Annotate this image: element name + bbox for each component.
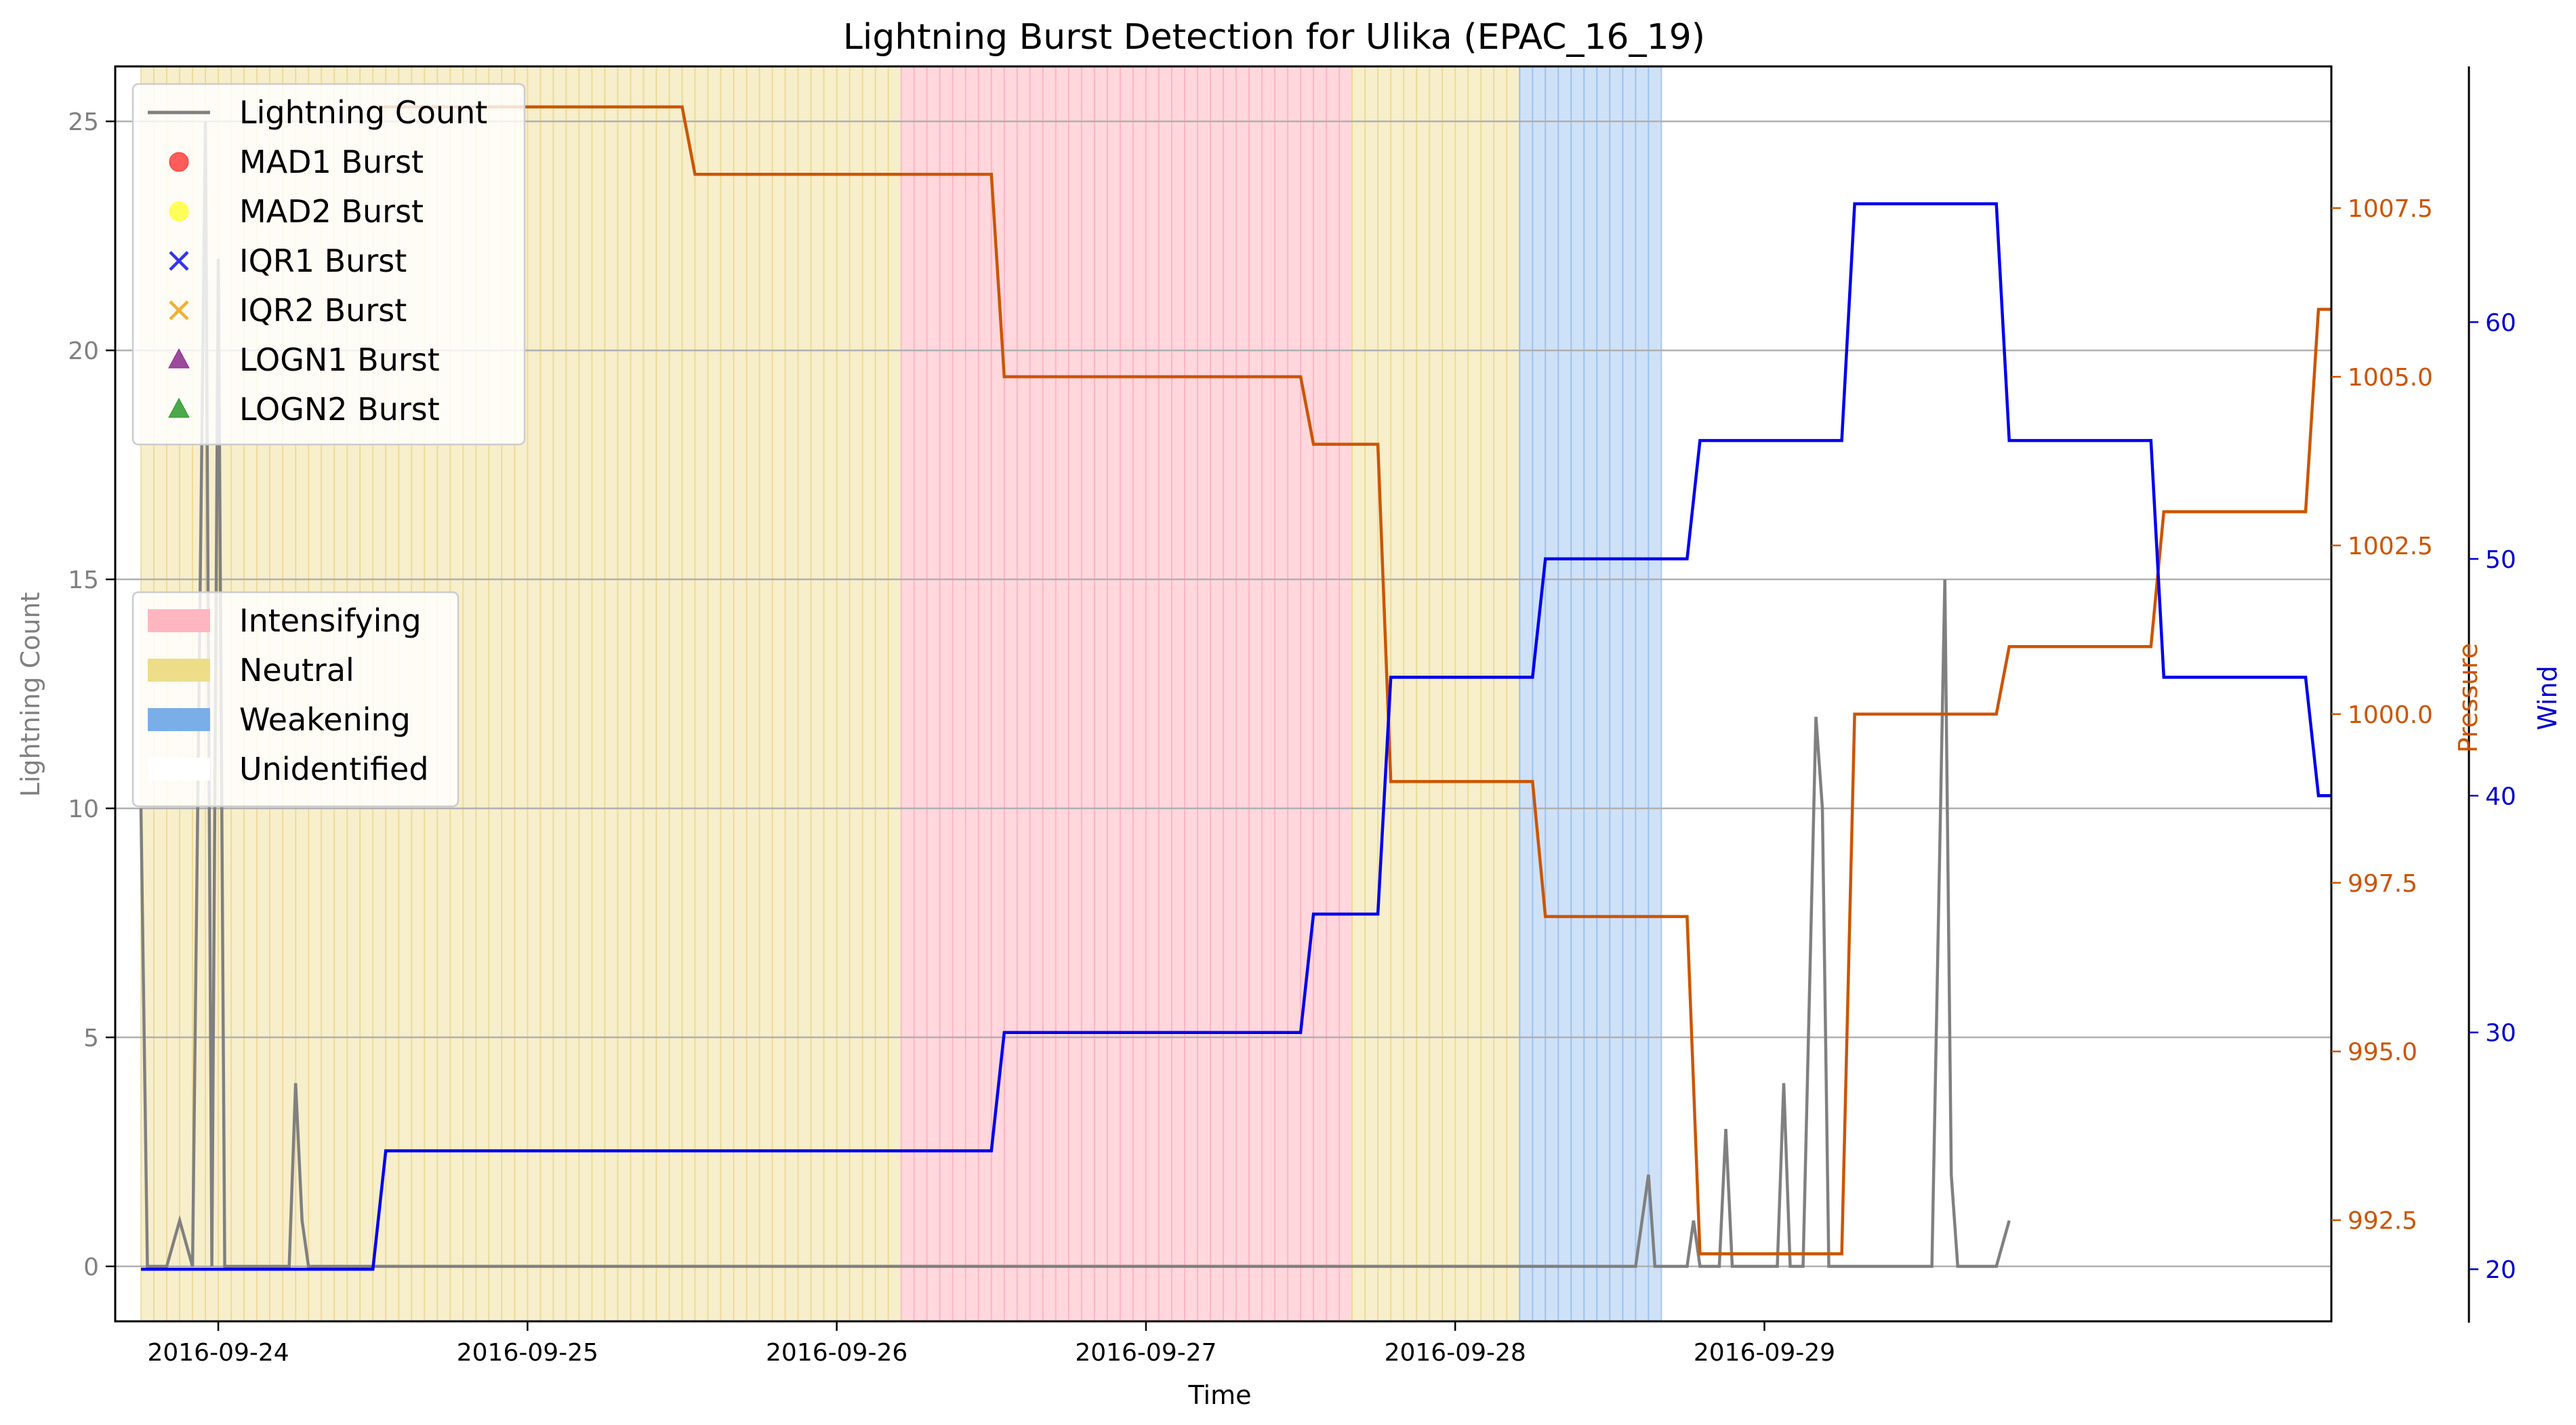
wind-tick-label-20: 20	[2485, 1256, 2516, 1284]
axes: 2016-09-24 2016-09-25 2016-09-26 2016-09-27…	[68, 66, 2516, 1367]
plot-frame	[114, 65, 2333, 1323]
lightning-tick-label-15: 15	[68, 566, 99, 594]
legend-label: LOGN1 Burst	[239, 342, 440, 378]
y-axis-label-pressure: Pressure	[2453, 643, 2483, 753]
legend-label: MAD2 Burst	[239, 193, 424, 230]
legend-label: LOGN2 Burst	[239, 391, 440, 428]
legend-phase-weakening: Weakening	[148, 701, 411, 738]
x-axis-label: Time	[1188, 1380, 1252, 1410]
series-lines	[139, 105, 2331, 1271]
x-tick-label-2016-09-29: 2016-09-29	[1694, 1339, 1835, 1367]
phase-band-intensifying	[901, 66, 1353, 1321]
x-tick-label-2016-09-24: 2016-09-24	[147, 1339, 289, 1367]
pressure-tick-label-997.5: 997.5	[2348, 870, 2417, 898]
phase-stripes-1	[900, 66, 1341, 1321]
legend-triangle-marker	[168, 348, 190, 369]
legend-label: IQR1 Burst	[239, 243, 407, 279]
y-axis-label-wind: Wind	[2533, 665, 2562, 730]
x-tick-label-2016-09-25: 2016-09-25	[457, 1339, 598, 1367]
legend-label: MAD1 Burst	[239, 144, 424, 180]
lightning-tick-label-25: 25	[68, 108, 99, 136]
legend-phase-swatch	[148, 708, 210, 731]
pressure-tick-label-1002.5: 1002.5	[2348, 533, 2433, 560]
legend-label: Weakening	[239, 701, 411, 738]
wind-line	[141, 202, 2331, 1271]
y-axis-label-lightning: Lightning Count	[16, 592, 45, 798]
phase-band-neutral	[1352, 66, 1520, 1321]
legend-label: Lightning Count	[239, 94, 487, 131]
pressure-tick-label-1005.0: 1005.0	[2348, 364, 2433, 392]
lightning-tick-label-5: 5	[83, 1025, 99, 1052]
legend-label: Intensifying	[239, 602, 422, 639]
phase-band-weakening	[1519, 66, 1662, 1321]
legend-entry-mad2-burst: MAD2 Burst	[169, 193, 424, 230]
legend-cross-marker	[169, 251, 189, 271]
legend-label: Neutral	[239, 652, 354, 688]
legend-phase-unidentified: Unidentified	[148, 751, 429, 787]
pressure-tick-label-995.0: 995.0	[2348, 1039, 2417, 1067]
pressure-tick-label-1007.5: 1007.5	[2348, 195, 2433, 223]
legend-entry-logn1-burst: LOGN1 Burst	[168, 342, 440, 378]
pressure-tick-label-1000.0: 1000.0	[2348, 701, 2433, 729]
legend-triangle-marker	[168, 397, 190, 418]
lightning-tick-label-10: 10	[68, 796, 99, 823]
legend-circle-marker	[169, 152, 189, 172]
lightning-count-line	[139, 121, 2011, 1268]
legend-circle-marker	[169, 201, 189, 222]
wind-tick-label-30: 30	[2485, 1020, 2516, 1048]
legend-phase-intensifying: Intensifying	[148, 602, 422, 639]
legend-phase-swatch	[148, 659, 210, 682]
lightning-tick-label-0: 0	[83, 1254, 99, 1281]
phase-stripes-3	[1519, 66, 1662, 1321]
legend-entry-mad1-burst: MAD1 Burst	[169, 144, 424, 180]
legend-entry-iqr2-burst: IQR2 Burst	[169, 292, 407, 329]
pressure-tick-label-992.5: 992.5	[2348, 1207, 2417, 1235]
chart-title: Lightning Burst Detection for Ulika (EPA…	[843, 17, 1705, 58]
legends: Lightning Count MAD1 Burst MAD2 Burst IQR1 …	[131, 83, 526, 808]
legend-entry-lightning-count: Lightning Count	[148, 94, 487, 131]
legend-entry-iqr1-burst: IQR1 Burst	[169, 243, 407, 279]
wind-tick-label-60: 60	[2485, 309, 2516, 337]
legend-phase-neutral: Neutral	[148, 652, 354, 688]
legend-phase-swatch	[148, 758, 210, 781]
legend-label: IQR2 Burst	[239, 292, 407, 329]
x-tick-label-2016-09-28: 2016-09-28	[1385, 1339, 1526, 1367]
legend-phases-box	[131, 591, 459, 808]
wind-tick-label-40: 40	[2485, 783, 2516, 810]
legend-entry-logn2-burst: LOGN2 Burst	[168, 391, 440, 428]
legend-cross-marker	[169, 300, 189, 321]
x-tick-label-2016-09-27: 2016-09-27	[1075, 1339, 1217, 1367]
legend-markers-box	[131, 83, 526, 446]
wind-tick-label-50: 50	[2485, 546, 2516, 574]
lightning-tick-label-20: 20	[68, 337, 99, 365]
x-tick-label-2016-09-26: 2016-09-26	[766, 1339, 907, 1367]
legend-label: Unidentified	[239, 751, 429, 787]
legend-phase-swatch	[148, 609, 210, 632]
